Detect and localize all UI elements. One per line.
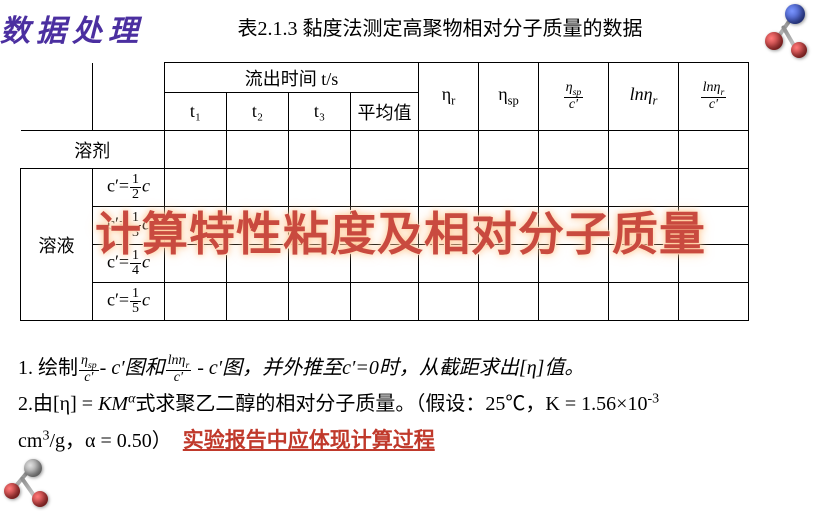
col-eta-r: ηr — [419, 63, 479, 131]
molecule-icon-top-right — [757, 4, 815, 66]
instruction-1: 1. 绘制ηspc′- c′图和lnηrc′ - c′图，并外推至c′=0时，从… — [18, 350, 798, 386]
instruction-3: cm3/g，α = 0.50） 实验报告中应体现计算过程 — [18, 422, 798, 460]
molecule-icon-bottom-left — [0, 461, 58, 511]
col-etasp-over-c: ηspc′ — [539, 63, 609, 131]
flow-time-header: 流出时间 t/s — [165, 63, 419, 93]
page-title: 数据处理 — [0, 6, 144, 50]
instructions: 1. 绘制ηspc′- c′图和lnηrc′ - c′图，并外推至c′=0时，从… — [18, 350, 798, 460]
row-solvent: 溶剂 — [21, 131, 165, 169]
table-caption: 表2.1.3 黏度法测定高聚物相对分子质量的数据 — [190, 12, 690, 41]
col-eta-sp: ηsp — [479, 63, 539, 131]
instruction-2: 2.由[η] = KMα式求聚乙二醇的相对分子质量。（假设：25℃，K = 1.… — [18, 386, 798, 422]
col-t2: t₂ — [227, 93, 289, 131]
row-solution: 溶液 — [21, 169, 93, 321]
col-ln-eta-r-over-c: lnηrc′ — [679, 63, 749, 131]
viscosity-data-table: 流出时间 t/s ηr ηsp ηspc′ lnηr lnηrc′ t₁ t₂ … — [20, 62, 749, 321]
col-t1: t₁ — [165, 93, 227, 131]
col-avg: 平均值 — [351, 93, 419, 131]
col-ln-eta-r: lnηr — [609, 63, 679, 131]
overlay-headline: 计算特性粘度及相对分子质量 — [95, 198, 815, 264]
c-row-4: c′=15c — [93, 283, 165, 321]
col-t3: t₃ — [289, 93, 351, 131]
report-note: 实验报告中应体现计算过程 — [183, 428, 435, 452]
